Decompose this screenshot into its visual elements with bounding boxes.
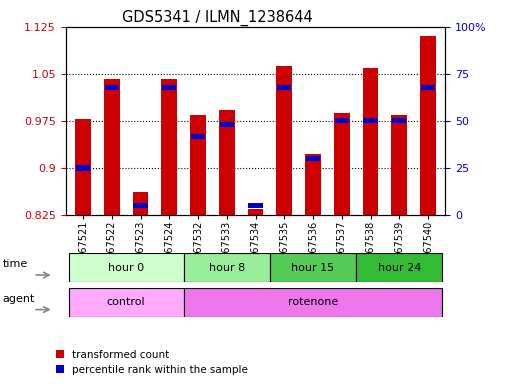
Bar xyxy=(390,115,407,215)
Bar xyxy=(161,79,177,215)
Bar xyxy=(248,203,262,208)
Bar xyxy=(277,84,291,89)
Bar xyxy=(420,84,434,89)
Text: hour 24: hour 24 xyxy=(377,263,420,273)
Text: agent: agent xyxy=(3,293,35,304)
Text: time: time xyxy=(3,259,28,269)
Bar xyxy=(190,115,206,215)
Text: GDS5341 / ILMN_1238644: GDS5341 / ILMN_1238644 xyxy=(122,10,312,26)
Bar xyxy=(105,84,119,89)
Bar xyxy=(132,192,148,215)
Bar xyxy=(76,166,90,170)
Bar xyxy=(356,253,441,282)
Bar xyxy=(183,288,441,317)
Bar xyxy=(69,253,183,282)
Text: hour 8: hour 8 xyxy=(208,263,244,273)
Bar xyxy=(333,113,349,215)
Bar xyxy=(305,154,320,215)
Text: rotenone: rotenone xyxy=(287,297,337,308)
Text: hour 15: hour 15 xyxy=(291,263,334,273)
Bar xyxy=(162,84,176,89)
Bar xyxy=(69,288,183,317)
Bar xyxy=(419,36,435,215)
Text: control: control xyxy=(107,297,145,308)
Text: hour 0: hour 0 xyxy=(108,263,144,273)
Bar xyxy=(276,66,291,215)
Bar xyxy=(269,253,356,282)
Bar xyxy=(306,156,320,161)
Bar xyxy=(75,119,91,215)
Bar xyxy=(391,118,406,124)
Bar xyxy=(247,209,263,215)
Bar xyxy=(363,118,377,124)
Bar xyxy=(104,79,120,215)
Bar xyxy=(334,118,348,124)
Bar xyxy=(190,134,205,139)
Bar xyxy=(219,122,233,127)
Bar xyxy=(183,253,269,282)
Bar xyxy=(133,203,147,208)
Bar xyxy=(219,110,234,215)
Bar xyxy=(362,68,378,215)
Legend: transformed count, percentile rank within the sample: transformed count, percentile rank withi… xyxy=(56,350,248,375)
